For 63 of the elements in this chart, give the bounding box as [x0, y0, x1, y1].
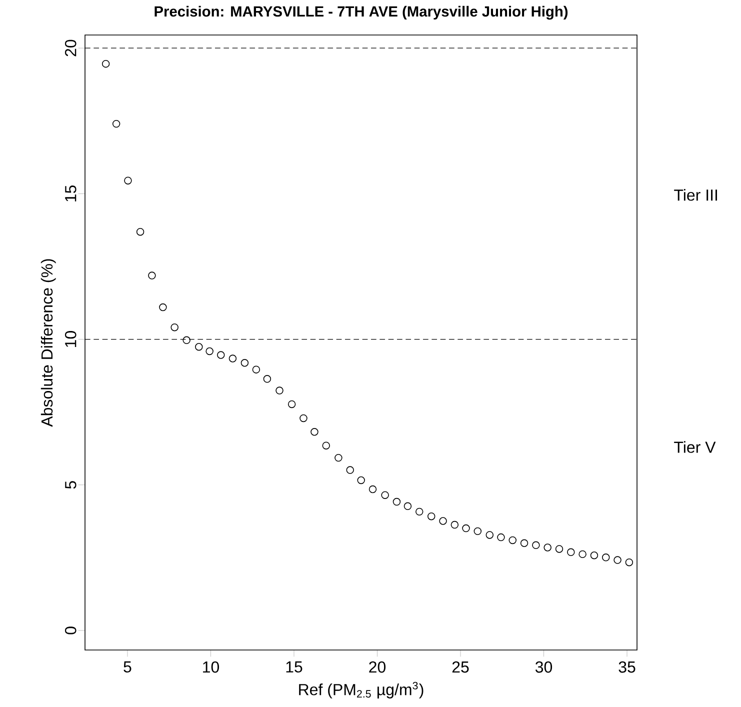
point — [368, 485, 377, 494]
point — [404, 502, 412, 510]
point — [462, 524, 470, 532]
point — [217, 351, 225, 359]
point — [439, 517, 447, 525]
point — [508, 536, 516, 544]
point — [300, 414, 308, 422]
point — [124, 176, 132, 184]
point — [102, 60, 110, 68]
point — [497, 533, 505, 542]
point — [381, 491, 389, 499]
x-tick-label: 20 — [369, 661, 386, 673]
text: Tier III — [674, 189, 717, 201]
point — [474, 527, 482, 536]
chart-title: Precision: MARYSVILLE - 7TH AVE (Marysville Junior High) — [154, 6, 568, 20]
point — [263, 375, 272, 383]
point — [614, 556, 622, 564]
point — [578, 550, 586, 558]
point — [288, 400, 296, 408]
y-tick-label: 0 — [64, 626, 76, 634]
point — [567, 548, 575, 556]
point — [392, 498, 401, 506]
point — [228, 354, 237, 362]
point — [276, 386, 284, 394]
point — [427, 512, 436, 520]
y-tick-label: 20 — [64, 40, 76, 56]
y-tick-label: 10 — [64, 331, 76, 347]
point — [625, 558, 634, 566]
point — [112, 120, 120, 128]
point — [136, 228, 144, 236]
x-tick-label: 10 — [203, 661, 220, 673]
point — [346, 466, 354, 474]
point — [520, 539, 528, 547]
x-tick-label: 30 — [535, 661, 552, 673]
x-tick-label: 15 — [286, 661, 302, 673]
point — [590, 551, 598, 560]
x-tick-label: 5 — [124, 661, 132, 673]
y-axis-title: Absolute Difference (%) — [40, 259, 56, 427]
point — [357, 476, 365, 484]
point — [555, 545, 564, 553]
text: Tier V — [674, 441, 716, 453]
point — [159, 303, 167, 312]
y-tick-label: 15 — [65, 185, 76, 202]
point — [544, 544, 552, 552]
x-axis-title: Ref (PM$_{2.5}$ µg/m$^{3}$) — [299, 682, 424, 698]
point — [416, 508, 424, 516]
point — [310, 428, 318, 436]
point — [182, 336, 190, 344]
point — [240, 359, 249, 367]
x-tick-label: 35 — [618, 661, 636, 673]
point — [148, 272, 156, 280]
point — [450, 520, 459, 529]
y-tick-label: 5 — [65, 481, 76, 489]
point — [195, 342, 203, 351]
x-tick-label: 25 — [452, 661, 469, 673]
point — [532, 541, 540, 550]
point — [252, 366, 260, 374]
point — [206, 347, 214, 356]
point — [334, 454, 342, 462]
point — [322, 442, 330, 450]
point — [486, 531, 494, 539]
point — [170, 323, 178, 332]
point — [602, 554, 610, 562]
